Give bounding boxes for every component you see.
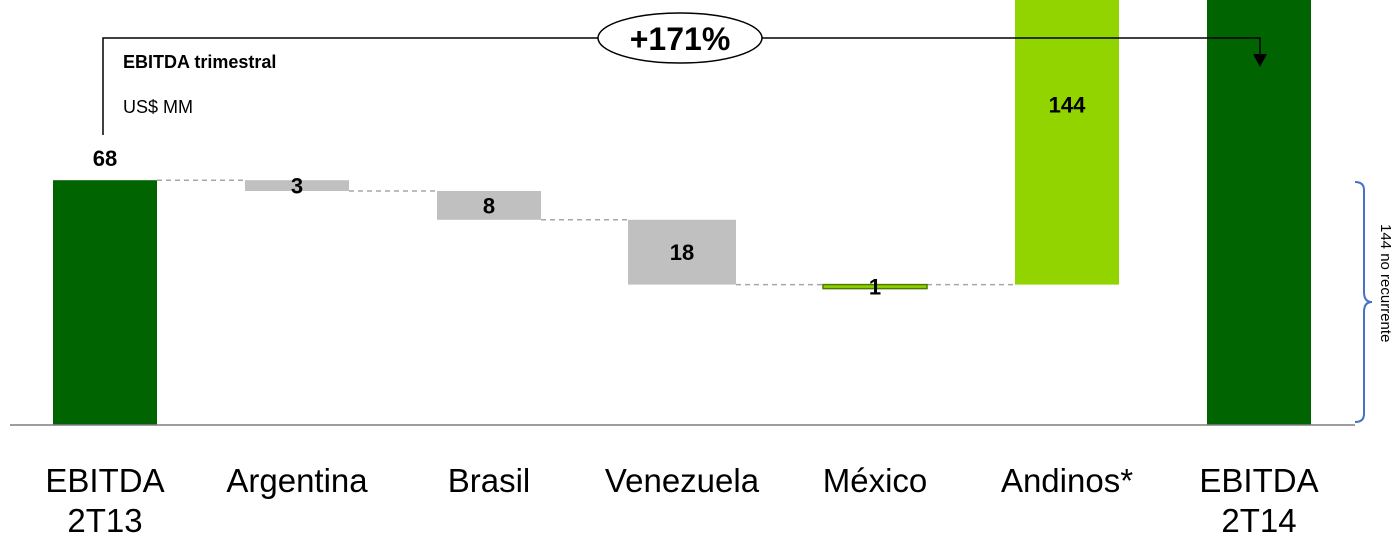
category-label-brasil: Brasil xyxy=(448,462,531,499)
growth-ellipse xyxy=(597,12,763,64)
category-label-ebitda-2t14: EBITDA 2T14 xyxy=(1199,462,1318,539)
value-label-brasil: 8 xyxy=(483,193,495,218)
bar-mxico xyxy=(822,283,928,290)
bar-ebitda-2t13 xyxy=(53,180,157,425)
growth-label: +171% xyxy=(630,21,731,57)
nonrecurrent-bracket xyxy=(1354,181,1373,423)
value-label-venezuela: 18 xyxy=(670,240,694,265)
growth-arrow-head xyxy=(1253,54,1267,67)
category-labels: EBITDA 2T13 Argentina Brasil Venezuela México… xyxy=(45,462,1318,539)
nonrecurrent-note: 144 no recurrente xyxy=(1377,224,1394,342)
category-label-ebitda-2t13: EBITDA 2T13 xyxy=(45,462,164,539)
value-label-argentina: 3 xyxy=(291,174,303,199)
value-labels: 6838181144183 xyxy=(93,92,1086,300)
value-label-andinos: 144 xyxy=(1049,92,1086,117)
bar-ebitda-2t14 xyxy=(1207,0,1311,425)
category-label-andinos: Andinos* xyxy=(1001,462,1133,499)
category-label-mxico: México xyxy=(823,462,928,499)
category-label-argentina: Argentina xyxy=(226,462,368,499)
connector-lines xyxy=(157,179,1015,286)
bar-argentina xyxy=(245,180,349,191)
bar-brasil xyxy=(437,191,541,220)
growth-arrow-line xyxy=(102,37,1261,135)
value-label-ebitda-2t13: 68 xyxy=(93,146,117,171)
bar-andinos xyxy=(1015,0,1119,285)
category-label-venezuela: Venezuela xyxy=(605,462,760,499)
bars xyxy=(53,0,1311,425)
chart-title: EBITDA trimestral xyxy=(123,52,276,72)
chart-subtitle: US$ MM xyxy=(123,97,193,117)
value-label-mxico: 1 xyxy=(869,275,881,300)
bar-venezuela xyxy=(628,219,736,285)
